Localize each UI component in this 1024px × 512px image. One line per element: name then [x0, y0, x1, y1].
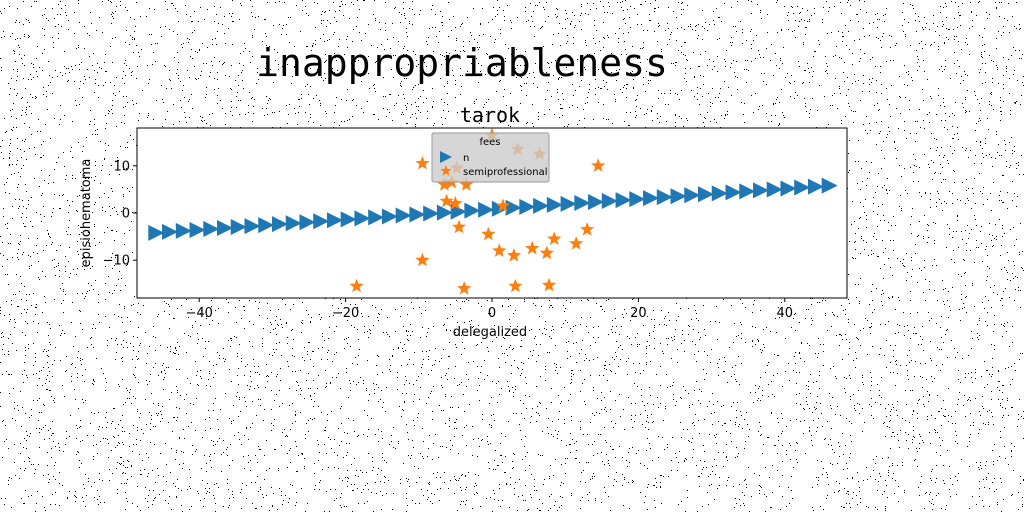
marker-n [436, 204, 453, 221]
marker-semiprofessional [437, 177, 452, 191]
marker-n [670, 188, 687, 205]
marker-n [258, 217, 275, 234]
marker-n [217, 220, 234, 237]
marker-n [326, 212, 343, 229]
marker-n [148, 224, 165, 241]
legend-box [431, 132, 550, 183]
marker-semiprofessional [539, 245, 555, 260]
x-axis-ticks: −40 −20 0 20 40 [185, 298, 793, 321]
marker-n [574, 194, 591, 211]
y-axis-ticks: −10 0 10 [103, 159, 137, 269]
marker-semiprofessional [591, 158, 606, 172]
marker-n [423, 205, 440, 222]
legend-label-semiprofessional: semiprofessional [463, 167, 547, 178]
marker-semiprofessional [457, 281, 472, 295]
marker-n [230, 219, 247, 236]
marker-n [546, 196, 563, 213]
marker-n [189, 221, 206, 238]
x-tick-label: −20 [332, 306, 359, 321]
marker-n [629, 191, 646, 208]
y-tick-label: 10 [113, 159, 130, 174]
marker-n [285, 215, 302, 232]
figure-suptitle: inappropriableness [256, 41, 668, 85]
x-tick-label: 40 [777, 306, 794, 321]
marker-n [588, 193, 605, 210]
legend-marker-semiprofessional [440, 165, 452, 176]
marker-semiprofessional [415, 252, 430, 267]
marker-semiprofessional [541, 277, 557, 292]
marker-semiprofessional [448, 196, 463, 210]
marker-n [175, 222, 192, 239]
marker-n [711, 185, 728, 202]
marker-n [354, 210, 371, 227]
marker-n [313, 213, 330, 230]
marker-n [643, 190, 660, 207]
marker-n [478, 201, 495, 218]
y-tick-label: 0 [122, 207, 130, 222]
marker-n [368, 209, 385, 226]
marker-n [684, 187, 701, 204]
marker-semiprofessional [495, 198, 511, 212]
marker-n [299, 214, 316, 231]
marker-semiprofessional [506, 248, 522, 262]
marker-semiprofessional [569, 236, 584, 250]
x-tick-label: 20 [630, 306, 647, 321]
marker-n [560, 195, 577, 212]
legend-label-n: n [463, 153, 469, 164]
x-tick-label: −40 [185, 306, 212, 321]
marker-semiprofessional [492, 243, 507, 257]
marker-semiprofessional [547, 231, 562, 246]
marker-semiprofessional [525, 240, 540, 255]
marker-semiprofessional [439, 193, 454, 208]
series-n [148, 177, 838, 241]
marker-n [409, 206, 426, 223]
marker-n [698, 186, 715, 203]
x-axis-label: delegalized [453, 325, 527, 340]
x-tick-label: 0 [488, 306, 496, 321]
legend-title: fees [479, 137, 500, 148]
marker-n [203, 220, 220, 237]
marker-n [271, 216, 288, 233]
marker-semiprofessional [508, 278, 523, 293]
marker-n [450, 203, 467, 220]
marker-n [519, 198, 536, 215]
marker-n [340, 211, 357, 228]
marker-n [725, 184, 742, 201]
marker-semiprofessional [459, 177, 474, 191]
marker-n [244, 218, 261, 235]
marker-n [162, 223, 179, 240]
marker-n [807, 178, 824, 195]
marker-n [780, 180, 797, 197]
marker-n [821, 177, 838, 194]
marker-semiprofessional [451, 219, 467, 234]
marker-semiprofessional [580, 222, 595, 236]
y-axis-label: episiohematoma [79, 159, 94, 268]
marker-n [752, 182, 769, 199]
marker-n [533, 197, 550, 214]
legend-marker-n [440, 151, 452, 163]
marker-n [766, 181, 783, 198]
marker-n [601, 193, 618, 210]
marker-semiprofessional [349, 278, 364, 293]
axes-title: tarok [460, 103, 520, 127]
marker-n [656, 189, 673, 206]
marker-semiprofessional [415, 155, 430, 170]
marker-n [615, 192, 632, 209]
legend: fees n semiprofessional [431, 132, 550, 183]
marker-n [464, 202, 481, 219]
marker-n [381, 208, 398, 225]
marker-n [739, 183, 756, 200]
marker-n [794, 179, 811, 196]
marker-n [395, 207, 412, 224]
y-tick-label: −10 [103, 254, 130, 269]
marker-semiprofessional [481, 226, 496, 241]
